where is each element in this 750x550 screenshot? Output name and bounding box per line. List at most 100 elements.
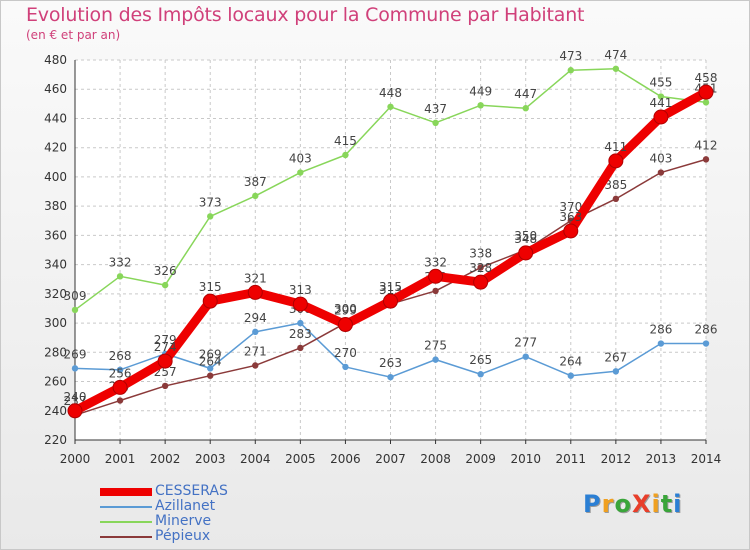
data-point xyxy=(477,371,484,378)
data-point xyxy=(428,268,444,284)
data-point xyxy=(297,319,304,327)
data-label: 473 xyxy=(559,49,582,63)
data-point xyxy=(252,362,259,369)
data-point xyxy=(297,169,304,176)
data-label: 299 xyxy=(334,304,357,318)
data-label: 332 xyxy=(424,255,447,269)
data-label: 240 xyxy=(64,390,87,404)
data-label: 283 xyxy=(289,327,312,341)
data-point xyxy=(698,84,714,100)
legend-swatch xyxy=(100,488,152,496)
data-point xyxy=(702,340,710,347)
data-label: 348 xyxy=(514,232,537,246)
data-point xyxy=(657,340,665,347)
data-label: 411 xyxy=(604,140,627,154)
data-point xyxy=(387,103,394,110)
data-label: 415 xyxy=(334,134,357,148)
data-point xyxy=(612,65,620,72)
data-label: 447 xyxy=(514,87,537,101)
data-point xyxy=(612,368,620,375)
data-point xyxy=(563,223,579,239)
data-point xyxy=(292,296,308,312)
data-point xyxy=(252,328,259,336)
data-label: 274 xyxy=(154,340,177,354)
legend-label: Azillanet xyxy=(155,498,216,514)
data-label: 277 xyxy=(514,336,537,350)
data-label: 332 xyxy=(109,255,132,269)
legend-swatch xyxy=(100,521,152,523)
data-point xyxy=(518,245,534,261)
legend-label: Pépieux xyxy=(155,528,211,544)
x-tick-label: 2013 xyxy=(646,452,677,466)
data-label: 271 xyxy=(244,344,267,358)
data-point xyxy=(432,356,439,363)
series-azillanet: 269 268 279 269 294 300 270 263 275 265 277 264 267 2… xyxy=(64,302,718,381)
chart-title: Evolution des Impôts locaux pour la Comm… xyxy=(26,4,585,26)
y-tick-label: 400 xyxy=(44,170,67,184)
data-point xyxy=(157,353,173,369)
data-label: 363 xyxy=(559,210,582,224)
x-tick-label: 2002 xyxy=(150,452,181,466)
data-label: 279 xyxy=(154,333,177,347)
data-label: 269 xyxy=(199,347,222,361)
x-tick-label: 2011 xyxy=(556,452,587,466)
data-label: 338 xyxy=(469,247,492,261)
y-tick-label: 360 xyxy=(44,228,67,242)
x-tick-label: 2007 xyxy=(375,452,406,466)
logo-letter: X xyxy=(631,490,652,518)
x-tick-label: 2004 xyxy=(240,452,271,466)
series-cesseras: 240 256 274 315 321 313 299 315 332 328 348 363 411 4… xyxy=(64,71,717,419)
data-point xyxy=(207,365,214,372)
y-tick-label: 480 xyxy=(44,53,67,67)
y-tick-label: 440 xyxy=(44,111,67,125)
x-tick-label: 2006 xyxy=(330,452,361,466)
x-tick-label: 2009 xyxy=(465,452,496,466)
data-point xyxy=(342,151,349,159)
data-point xyxy=(67,403,83,419)
y-tick-label: 300 xyxy=(44,316,67,330)
data-point xyxy=(522,353,529,360)
data-label: 315 xyxy=(199,280,222,294)
logo-letter: t xyxy=(660,490,674,518)
legend-swatch xyxy=(100,536,152,538)
data-label: 256 xyxy=(109,366,132,380)
chart-subtitle: (en € et par an) xyxy=(26,28,121,42)
data-label: 309 xyxy=(64,289,87,303)
data-point xyxy=(112,379,128,395)
x-tick-label: 2005 xyxy=(285,452,316,466)
data-label: 373 xyxy=(199,195,222,209)
data-point xyxy=(702,156,710,163)
data-point xyxy=(207,213,214,220)
data-point xyxy=(71,306,79,314)
data-point xyxy=(432,119,439,127)
data-point xyxy=(477,264,484,271)
data-point xyxy=(116,366,124,374)
data-label: 370 xyxy=(559,200,582,214)
data-point xyxy=(432,287,439,295)
data-label: 264 xyxy=(559,355,582,369)
data-label: 403 xyxy=(649,152,672,166)
data-label: 286 xyxy=(649,323,672,337)
data-point xyxy=(702,99,710,106)
data-point xyxy=(161,382,169,390)
data-point xyxy=(657,93,665,100)
y-tick-label: 460 xyxy=(44,82,67,96)
logo-letter: r xyxy=(601,490,615,518)
data-label: 286 xyxy=(695,323,718,337)
data-label: 437 xyxy=(424,102,447,116)
x-tick-label: 2008 xyxy=(420,452,451,466)
y-tick-label: 260 xyxy=(44,375,67,389)
y-tick-label: 280 xyxy=(44,345,67,359)
data-point xyxy=(342,363,349,371)
data-point xyxy=(383,293,398,309)
x-tick-label: 2012 xyxy=(601,452,632,466)
data-label: 267 xyxy=(604,350,627,364)
data-label: 412 xyxy=(695,138,718,152)
legend-swatch xyxy=(100,506,152,508)
logo-letter: o xyxy=(614,490,632,518)
data-label: 387 xyxy=(244,175,267,189)
y-tick-label: 420 xyxy=(44,141,67,155)
data-label: 403 xyxy=(289,152,312,166)
data-point xyxy=(161,281,169,289)
data-label: 265 xyxy=(469,353,492,367)
